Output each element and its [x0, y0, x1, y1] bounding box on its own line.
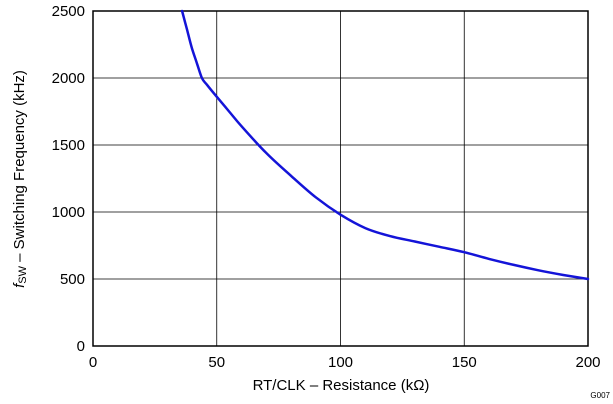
y-tick-label: 2000	[52, 70, 85, 87]
x-tick-label: 200	[575, 354, 600, 371]
y-axis-label-subscript: SW	[17, 265, 29, 283]
y-tick-label: 1500	[52, 137, 85, 154]
x-tick-label: 100	[328, 354, 353, 371]
figure-id: G007	[590, 391, 610, 400]
x-axis-label: RT/CLK – Resistance (kΩ)	[253, 377, 430, 394]
y-axis-label-symbol: f	[11, 282, 28, 288]
x-tick-labels: 0 50 100 150 200	[89, 354, 601, 371]
y-tick-label: 500	[60, 271, 85, 288]
y-tick-label: 1000	[52, 204, 85, 221]
series-curve	[180, 9, 590, 281]
x-tick-label: 0	[89, 354, 97, 371]
x-tick-label: 50	[208, 354, 225, 371]
y-axis-label: fSW – Switching Frequency (kHz)	[11, 70, 29, 288]
plot-frame	[92, 10, 589, 347]
y-axis-label-text: – Switching Frequency (kHz)	[11, 70, 28, 266]
y-tick-label: 2500	[52, 3, 85, 20]
x-tick-label: 150	[452, 354, 477, 371]
grid-lines	[92, 10, 589, 347]
y-tick-labels: 0 500 1000 1500 2000 2500	[52, 3, 85, 355]
y-tick-label: 0	[77, 338, 85, 355]
